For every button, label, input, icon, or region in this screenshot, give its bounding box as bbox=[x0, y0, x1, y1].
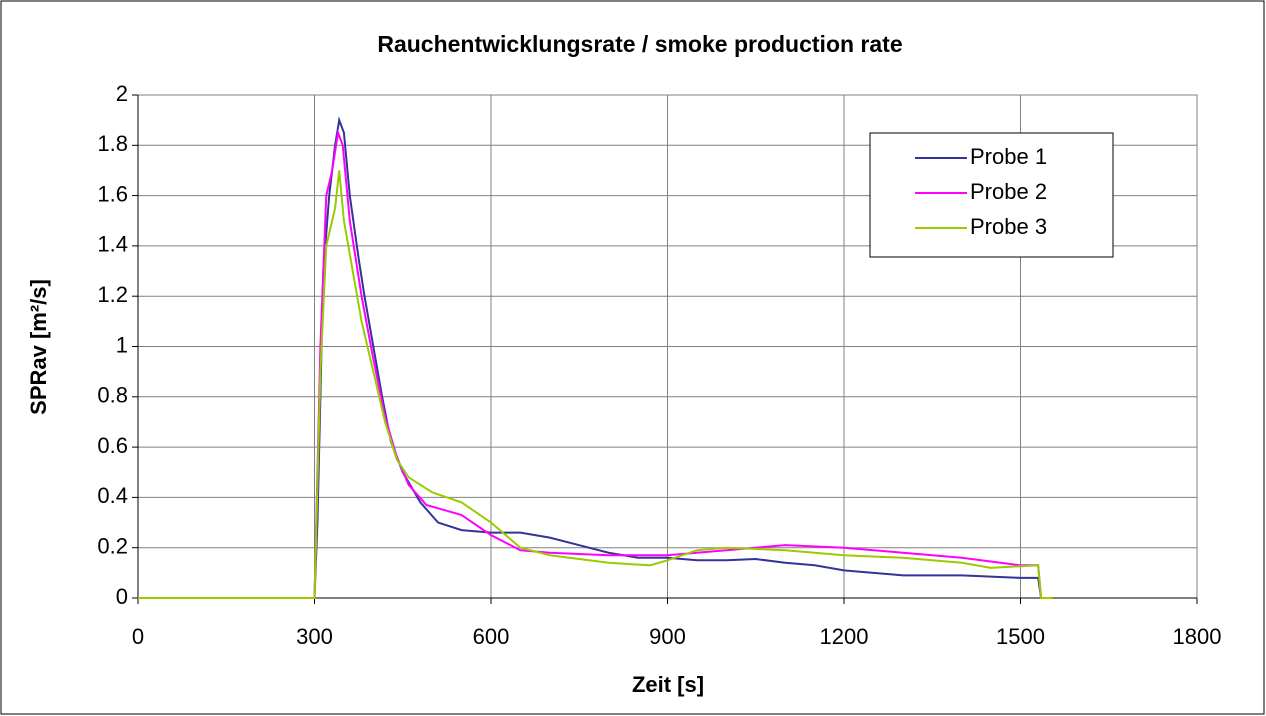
chart-title: Rauchentwicklungsrate / smoke production… bbox=[377, 31, 902, 57]
y-tick-label: 0.8 bbox=[97, 383, 128, 408]
data-line bbox=[138, 170, 1053, 599]
x-axis-label: Zeit [s] bbox=[632, 672, 704, 697]
legend-label: Probe 3 bbox=[970, 214, 1047, 239]
x-tick-label: 600 bbox=[473, 624, 510, 649]
x-tick-label: 300 bbox=[296, 624, 333, 649]
x-tick-label: 1200 bbox=[820, 624, 869, 649]
legend-box bbox=[869, 132, 1114, 258]
y-tick-label: 0.4 bbox=[97, 483, 128, 508]
x-tick-label: 1500 bbox=[996, 624, 1045, 649]
y-tick-label: 2 bbox=[116, 81, 128, 106]
x-tick-label: 900 bbox=[649, 624, 686, 649]
y-tick-label: 1.8 bbox=[97, 131, 128, 156]
x-tick-label: 0 bbox=[132, 624, 144, 649]
y-tick-label: 0.6 bbox=[97, 433, 128, 458]
data-line bbox=[138, 116, 1053, 599]
y-tick-label: 1 bbox=[116, 332, 128, 357]
y-tick-label: 1.6 bbox=[97, 181, 128, 206]
legend-label: Probe 2 bbox=[970, 179, 1047, 204]
y-tick-label: 1.2 bbox=[97, 282, 128, 307]
data-line bbox=[138, 128, 1053, 599]
y-axis-label: SPRav [m²/s] bbox=[26, 279, 51, 415]
x-tick-label: 1800 bbox=[1173, 624, 1222, 649]
legend-label: Probe 1 bbox=[970, 144, 1047, 169]
y-tick-label: 0.2 bbox=[97, 534, 128, 559]
y-tick-label: 0 bbox=[116, 584, 128, 609]
y-tick-label: 1.4 bbox=[97, 232, 128, 257]
